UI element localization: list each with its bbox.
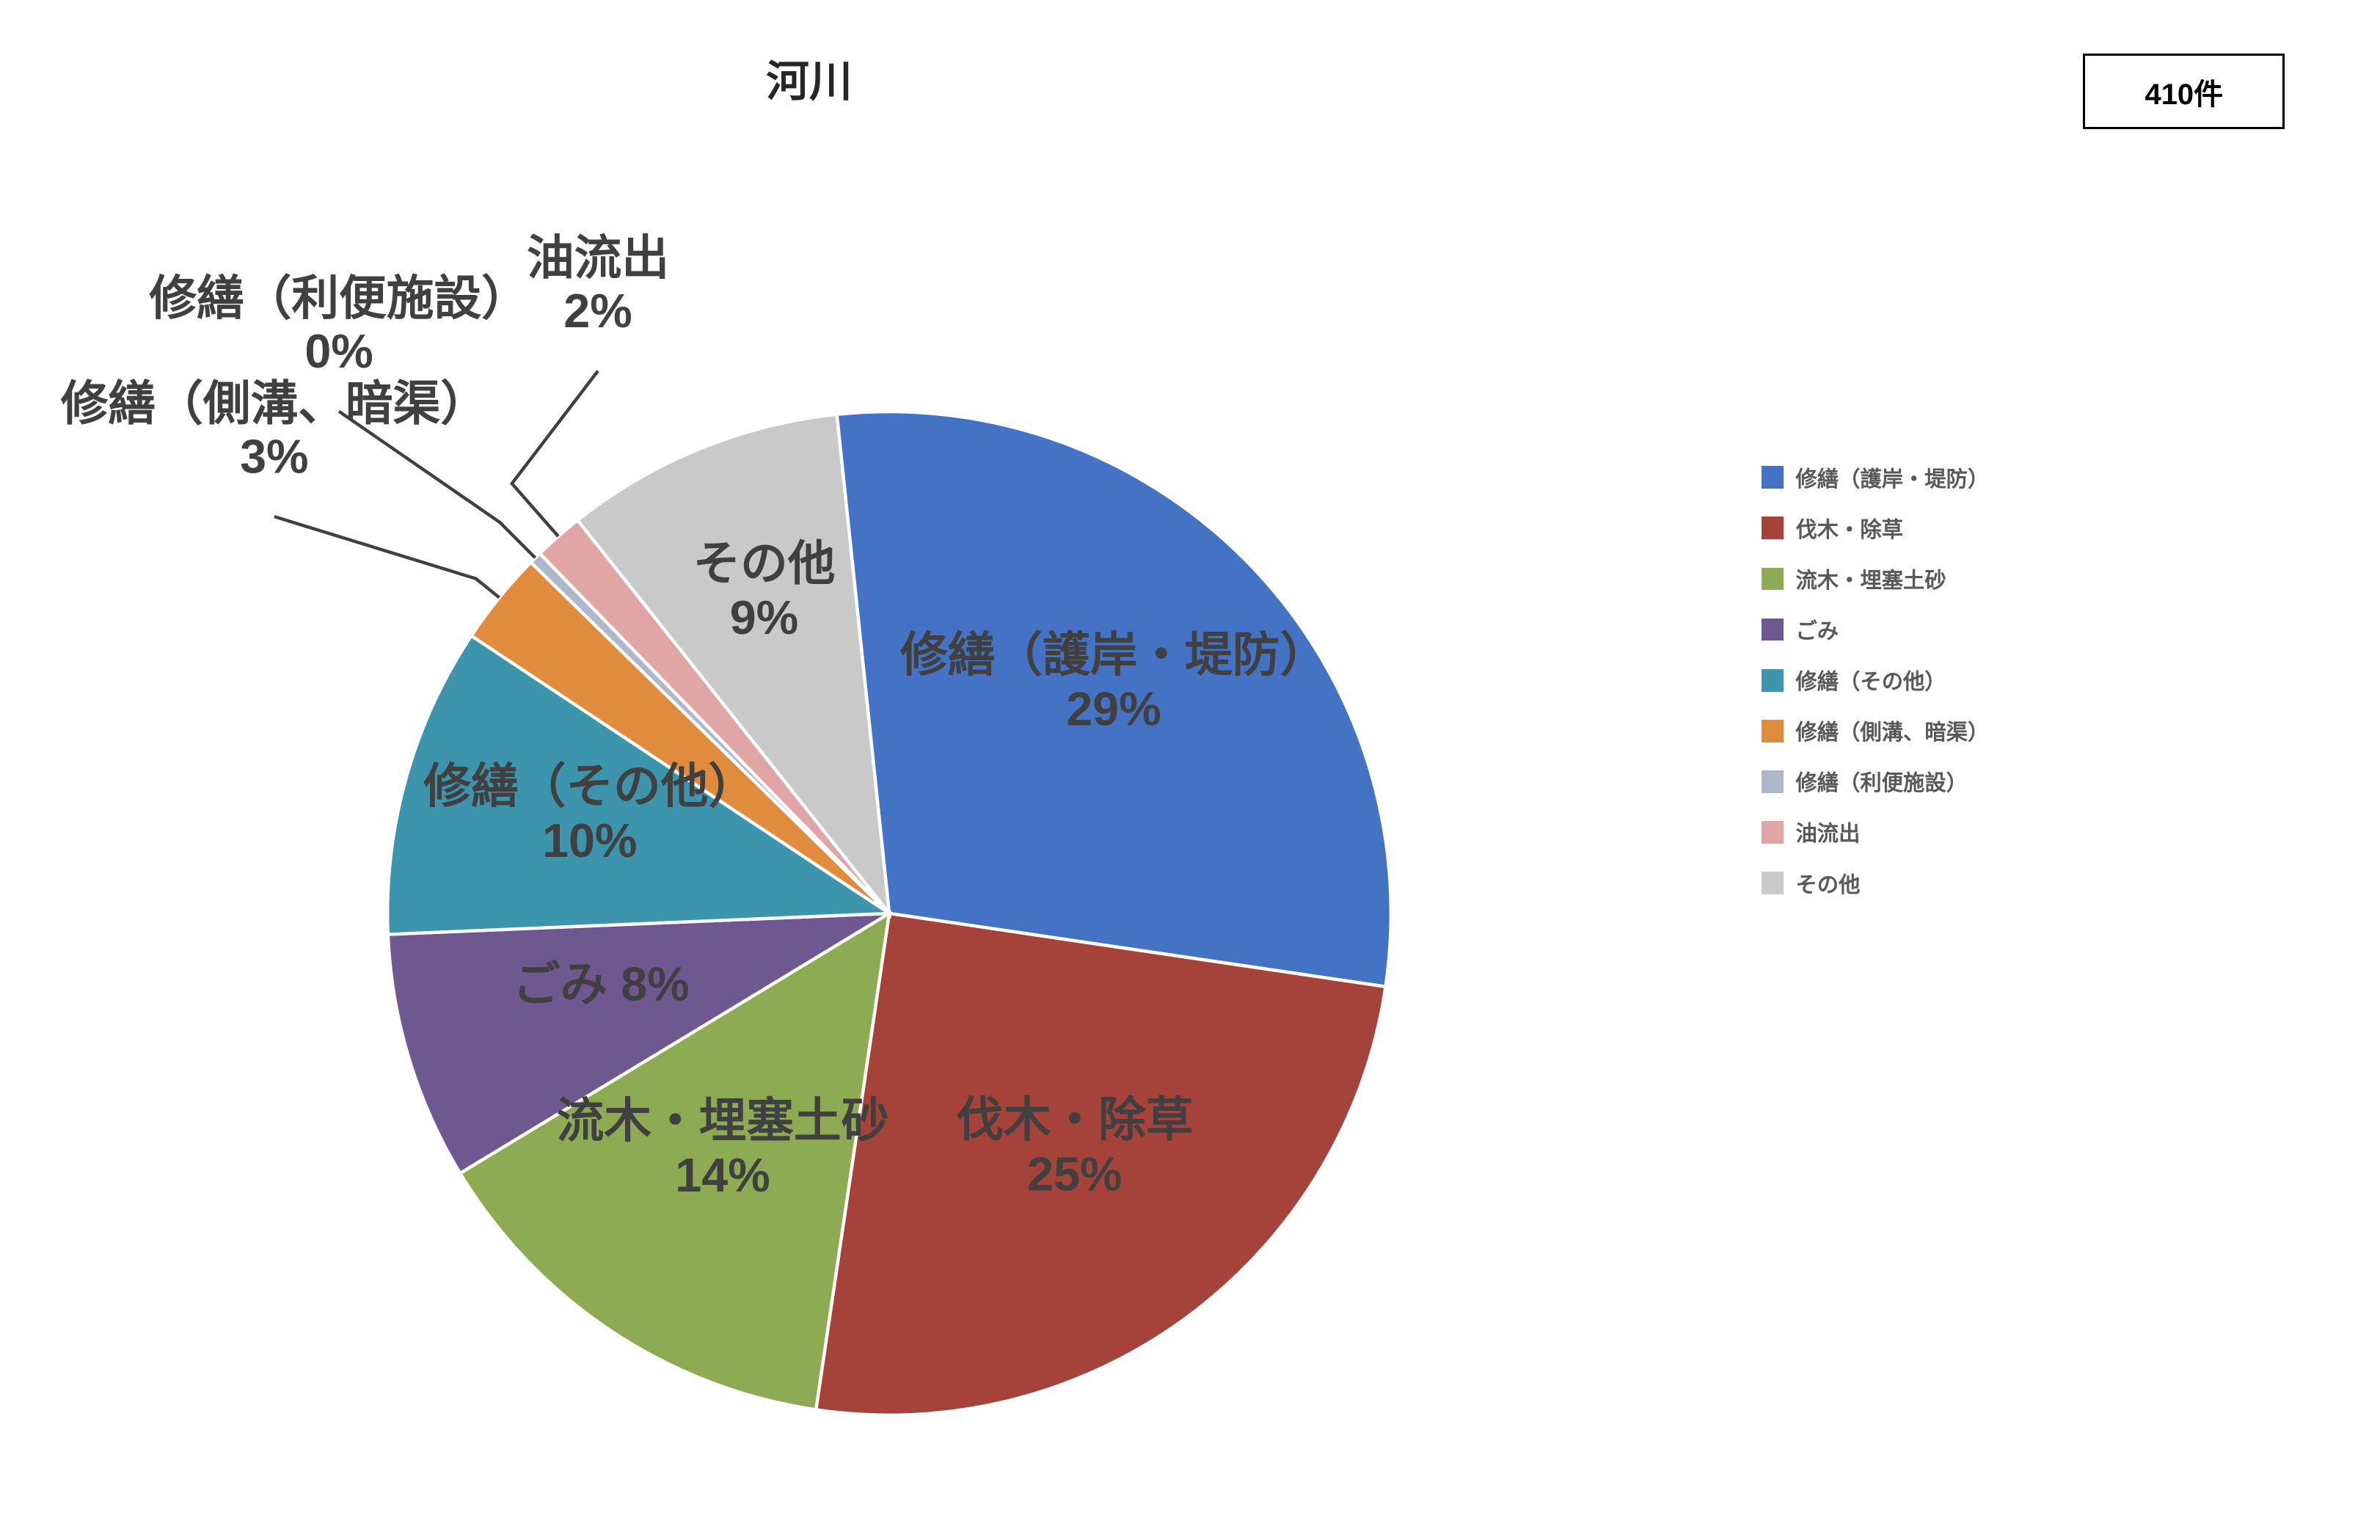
callout-label: 修繕（利便施設）0% (149, 271, 528, 378)
legend-swatch (1762, 466, 1784, 489)
page-root: 河川 410件 修繕（護岸・堤防）29%伐木・除草25%流木・埋塞土砂14%ごみ… (0, 0, 2380, 1540)
callout-leader (274, 517, 500, 597)
legend-swatch (1762, 872, 1784, 894)
legend-item: 修繕（護岸・堤防） (1762, 462, 2285, 493)
legend-label: ごみ (1795, 614, 1839, 645)
legend-swatch (1762, 517, 1784, 539)
pie-chart: 修繕（護岸・堤防）29%伐木・除草25%流木・埋塞土砂14%ごみ 8%修繕（その… (48, 123, 1666, 1509)
legend-swatch (1762, 821, 1784, 844)
legend-label: 修繕（側溝、暗渠） (1795, 715, 1989, 746)
legend-item: ごみ (1762, 614, 2285, 645)
count-box: 410件 (2083, 54, 2285, 129)
callout-label: 修繕（側溝、暗渠）3% (61, 376, 488, 483)
legend-label: 伐木・除草 (1795, 513, 1903, 544)
legend-item: 油流出 (1762, 817, 2285, 847)
legend-swatch (1762, 618, 1784, 641)
chart-title: 河川 (0, 46, 1618, 109)
callout-label: 油流出2% (527, 230, 669, 337)
callout-leader (339, 412, 535, 558)
legend-label: 修繕（その他） (1795, 665, 1946, 696)
legend-swatch (1762, 770, 1784, 793)
legend-item: 修繕（利便施設） (1762, 766, 2285, 797)
legend-label: 修繕（利便施設） (1795, 766, 1968, 797)
legend-item: 修繕（側溝、暗渠） (1762, 715, 2285, 746)
legend-swatch (1762, 568, 1784, 591)
slice-label: ごみ 8% (513, 957, 690, 1010)
legend-item: 伐木・除草 (1762, 513, 2285, 544)
legend-label: 流木・埋塞土砂 (1795, 563, 1946, 594)
legend-swatch (1762, 669, 1784, 692)
legend-item: 修繕（その他） (1762, 665, 2285, 696)
legend-swatch (1762, 720, 1784, 742)
legend-label: 油流出 (1795, 817, 1860, 847)
legend-item: その他 (1762, 868, 2285, 899)
callout-leader (512, 371, 598, 536)
pie-svg: 修繕（護岸・堤防）29%伐木・除草25%流木・埋塞土砂14%ごみ 8%修繕（その… (48, 123, 1666, 1509)
legend-label: その他 (1795, 868, 1860, 899)
legend: 修繕（護岸・堤防） 伐木・除草流木・埋塞土砂ごみ修繕（その他） 修繕（側溝、暗渠） 修… (1762, 462, 2285, 919)
legend-label: 修繕（護岸・堤防） (1795, 462, 1989, 493)
legend-item: 流木・埋塞土砂 (1762, 563, 2285, 594)
count-box-value: 410件 (2144, 79, 2223, 111)
